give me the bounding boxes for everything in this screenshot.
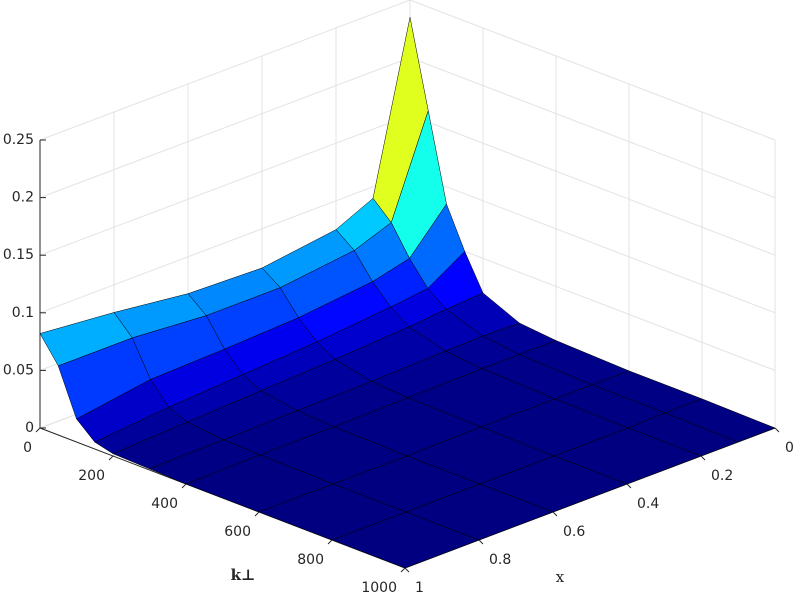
k-tick-label: 800 bbox=[297, 552, 324, 568]
surface bbox=[39, 17, 776, 569]
z-tick-label: 0.25 bbox=[3, 132, 34, 148]
z-grid-line bbox=[409, 172, 776, 314]
z-tick-label: 0 bbox=[25, 420, 34, 436]
z-tick-label: 0.2 bbox=[12, 190, 34, 206]
x-tick-label: 0.4 bbox=[637, 496, 659, 512]
k-tick bbox=[254, 511, 260, 517]
k-tick bbox=[327, 539, 333, 545]
k-tick bbox=[108, 455, 114, 461]
x-tick bbox=[552, 511, 558, 517]
z-grid-line bbox=[409, 229, 776, 371]
z-grid-line bbox=[39, 114, 411, 256]
k-tick-label: 600 bbox=[224, 524, 251, 540]
x-tick bbox=[478, 539, 484, 545]
x-tick bbox=[774, 427, 780, 433]
x-tick-label: 0.8 bbox=[489, 552, 511, 568]
x-tick bbox=[700, 455, 706, 461]
k-tick-label: 400 bbox=[151, 496, 178, 512]
k-tick-label: 200 bbox=[78, 468, 105, 484]
z-grid-line bbox=[39, 57, 411, 199]
x-tick bbox=[404, 567, 410, 573]
x-tick bbox=[626, 483, 632, 489]
k-axis-label: k⊥ bbox=[231, 566, 256, 584]
x-tick-label: 0.6 bbox=[563, 524, 585, 540]
x-tick-label: 0 bbox=[785, 440, 794, 456]
k-tick-label: 0 bbox=[23, 440, 32, 456]
k-tick bbox=[400, 567, 406, 573]
x-axis-label: x bbox=[556, 568, 565, 586]
z-grid-line bbox=[409, 57, 776, 199]
x-tick-label: 1 bbox=[415, 580, 424, 596]
z-grid-line bbox=[409, 114, 776, 256]
k-tick-label: 1000 bbox=[361, 580, 397, 596]
k-tick bbox=[181, 483, 187, 489]
z-tick-label: 0.1 bbox=[12, 305, 34, 321]
z-tick-label: 0.15 bbox=[3, 247, 34, 263]
tick-labels: 0 0.05 0.1 0.15 0.2 0.25 0 200 400 600 800 1000 0 0.2… bbox=[3, 132, 794, 596]
z-grid-line bbox=[39, 172, 411, 314]
x-tick-label: 0.2 bbox=[711, 468, 733, 484]
z-grid-line bbox=[409, 0, 776, 141]
z-tick-label: 0.05 bbox=[3, 362, 34, 378]
z-grid-line bbox=[39, 0, 411, 141]
k-tick bbox=[35, 427, 41, 433]
